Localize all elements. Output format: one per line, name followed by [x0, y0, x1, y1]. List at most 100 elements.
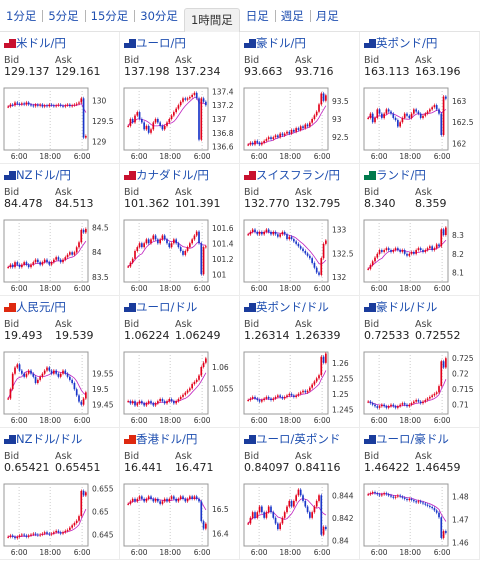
candle-body	[30, 264, 32, 268]
x-tick-label: 6:00	[371, 284, 388, 293]
currency-card[interactable]: 英ポンド/円 Bid Ask 163.113 163.196 163 162.5 162 6:0…	[360, 32, 480, 164]
rate-chart[interactable]: 93.5 93 92.5 6:00 18:00 6:00	[242, 84, 358, 164]
candle-body	[34, 259, 37, 263]
candle-body	[71, 525, 73, 528]
currency-pair-link[interactable]: 英ポンド/ドル	[244, 300, 329, 314]
tab-2[interactable]: 15分足	[85, 4, 135, 28]
tab-6[interactable]: 週足	[275, 4, 311, 28]
currency-card[interactable]: ユーロ/豪ドル Bid Ask 1.46422 1.46459 1.48 1.47 1.46 6…	[360, 428, 480, 560]
candle-body	[442, 229, 445, 236]
currency-card[interactable]: 豪ドル/ドル Bid Ask 0.72533 0.72552 0.725 0.72 0.715…	[360, 296, 480, 428]
rate-chart[interactable]: 19.55 19.5 19.45 6:00 18:00 6:00	[2, 348, 118, 428]
candle-body	[30, 370, 32, 374]
currency-pair-link[interactable]: 豪ドル/円	[244, 36, 306, 50]
candle-body	[422, 115, 424, 118]
candle-body	[313, 262, 316, 268]
currency-pair-link[interactable]: スイスフラン/円	[244, 168, 340, 182]
currency-card[interactable]: 人民元/円 Bid Ask 19.493 19.539 19.55 19.5 19.45 6:0…	[0, 296, 120, 428]
y-tick-label: 0.84	[332, 536, 349, 545]
tab-7[interactable]: 月足	[315, 8, 339, 23]
currency-pair-link[interactable]: ランド/円	[364, 168, 426, 182]
currency-card[interactable]: スイスフラン/円 Bid Ask 132.770 132.795 133 132.5 132 6…	[240, 164, 360, 296]
currency-pair-link[interactable]: 英ポンド/円	[364, 36, 437, 50]
candle-body	[435, 510, 438, 513]
currency-card[interactable]: NZドル/ドル Bid Ask 0.65421 0.65451 0.655 0.65 0.64…	[0, 428, 120, 560]
bid-value: 129.137	[4, 65, 50, 78]
x-tick-label: 6:00	[251, 284, 268, 293]
candle-body	[247, 144, 249, 146]
rate-chart[interactable]: 1.48 1.47 1.46 6:00 18:00 6:00	[362, 480, 478, 560]
currency-pair-link[interactable]: ユーロ/円	[124, 36, 186, 50]
rate-chart[interactable]: 8.3 8.2 8.1 6:00 18:00 6:00	[362, 216, 478, 296]
candle-body	[16, 262, 19, 265]
candle-body	[177, 498, 180, 502]
candle-body	[198, 231, 200, 244]
candle-body	[383, 113, 385, 118]
currency-card[interactable]: ランド/円 Bid Ask 8.340 8.359 8.3 8.2 8.1 6:00 18:00 6…	[360, 164, 480, 296]
candle-body	[198, 375, 200, 380]
currency-pair-link[interactable]: ユーロ/ドル	[124, 300, 197, 314]
tab-5[interactable]: 日足	[240, 4, 276, 28]
candle-body	[136, 498, 139, 502]
rate-chart[interactable]: 133 132.5 132 6:00 18:00 6:00	[242, 216, 358, 296]
currency-pair-link[interactable]: 香港ドル/円	[124, 432, 197, 446]
candle-body	[249, 398, 252, 401]
candle-body	[198, 98, 200, 140]
y-tick-label: 163	[452, 97, 467, 106]
candle-body	[53, 532, 55, 534]
tab-0[interactable]: 1分足	[0, 4, 44, 28]
currency-pair-link[interactable]: 米ドル/円	[4, 36, 66, 50]
rate-chart[interactable]: 84.5 84 83.5 6:00 18:00 6:00	[2, 216, 118, 296]
candle-body	[14, 102, 16, 106]
tab-1[interactable]: 5分足	[42, 4, 86, 28]
currency-pair-link[interactable]: ユーロ/豪ドル	[364, 432, 449, 446]
rate-chart[interactable]: 101.6 101.4 101.2 101 6:00 18:00 6:00	[122, 216, 238, 296]
rate-chart[interactable]: 1.26 1.255 1.25 1.245 6:00 18:00 6:00	[242, 348, 358, 428]
currency-pair-link[interactable]: カナダドル/円	[124, 168, 209, 182]
rate-chart[interactable]: 0.844 0.842 0.84 6:00 18:00 6:00	[242, 480, 358, 560]
rate-chart[interactable]: 137.4 137.2 137 136.8 136.6 6:00 18:00 6:00	[122, 84, 238, 164]
candle-body	[147, 125, 150, 133]
currency-pair-link[interactable]: NZドル/円	[4, 168, 71, 182]
currency-card[interactable]: 香港ドル/円 Bid Ask 16.441 16.471 16.5 16.4 6:00 18:0…	[120, 428, 240, 560]
candle-body	[376, 406, 379, 408]
rate-chart[interactable]: 0.655 0.65 0.645 6:00 18:00 6:00	[2, 480, 118, 560]
candle-body	[440, 113, 443, 136]
tab-3[interactable]: 30分足	[140, 8, 178, 23]
currency-card[interactable]: 英ポンド/ドル Bid Ask 1.26314 1.26339 1.26 1.255 1.25…	[240, 296, 360, 428]
candle-body	[381, 113, 383, 118]
currency-pair-link[interactable]: 豪ドル/ドル	[364, 300, 437, 314]
hk-flag-icon	[124, 434, 136, 444]
candle-body	[387, 494, 390, 496]
candle-body	[369, 265, 372, 269]
currency-pair-link[interactable]: 人民元/円	[4, 300, 66, 314]
candle-body	[270, 137, 272, 140]
currency-pair-link[interactable]: ユーロ/英ポンド	[244, 432, 340, 446]
tab-4[interactable]: 1時間足	[183, 7, 240, 32]
rate-chart[interactable]: 0.725 0.72 0.715 0.71 6:00 18:00 6:00	[362, 348, 478, 428]
candle-body	[82, 229, 85, 233]
rate-chart[interactable]: 163 162.5 162 6:00 18:00 6:00	[362, 84, 478, 164]
candle-body	[64, 370, 67, 374]
candle-body	[302, 495, 304, 501]
candle-body	[392, 250, 395, 252]
candle-body	[286, 395, 288, 397]
us-flag-icon	[4, 38, 16, 48]
candle-body	[322, 526, 325, 535]
currency-card[interactable]: 米ドル/円 Bid Ask 129.137 129.161 130 129.5 129 6:00…	[0, 32, 120, 164]
x-tick-label: 6:00	[314, 548, 331, 557]
rate-chart[interactable]: 1.06 1.055 6:00 18:00 6:00	[122, 348, 238, 428]
rate-chart[interactable]: 130 129.5 129 6:00 18:00 6:00	[2, 84, 118, 164]
currency-card[interactable]: ユーロ/ドル Bid Ask 1.06224 1.06249 1.06 1.055 6:00 1…	[120, 296, 240, 428]
currency-card[interactable]: 豪ドル/円 Bid Ask 93.663 93.716 93.5 93 92.5 6:00 18:…	[240, 32, 360, 164]
ask-label: Ask	[415, 55, 432, 66]
currency-pair-link[interactable]: NZドル/ドル	[4, 432, 82, 446]
currency-card[interactable]: ユーロ/英ポンド Bid Ask 0.84097 0.84116 0.844 0.842 0.…	[240, 428, 360, 560]
currency-card[interactable]: カナダドル/円 Bid Ask 101.362 101.391 101.6 101.4 101…	[120, 164, 240, 296]
currency-card[interactable]: ユーロ/円 Bid Ask 137.198 137.234 137.4 137.2 137 13…	[120, 32, 240, 164]
rate-chart[interactable]: 16.5 16.4 6:00 18:00 6:00	[122, 480, 238, 560]
candle-body	[39, 262, 41, 265]
currency-card[interactable]: NZドル/円 Bid Ask 84.478 84.513 84.5 84 83.5 6:00 18…	[0, 164, 120, 296]
candle-body	[147, 239, 150, 244]
candle-body	[387, 109, 390, 112]
